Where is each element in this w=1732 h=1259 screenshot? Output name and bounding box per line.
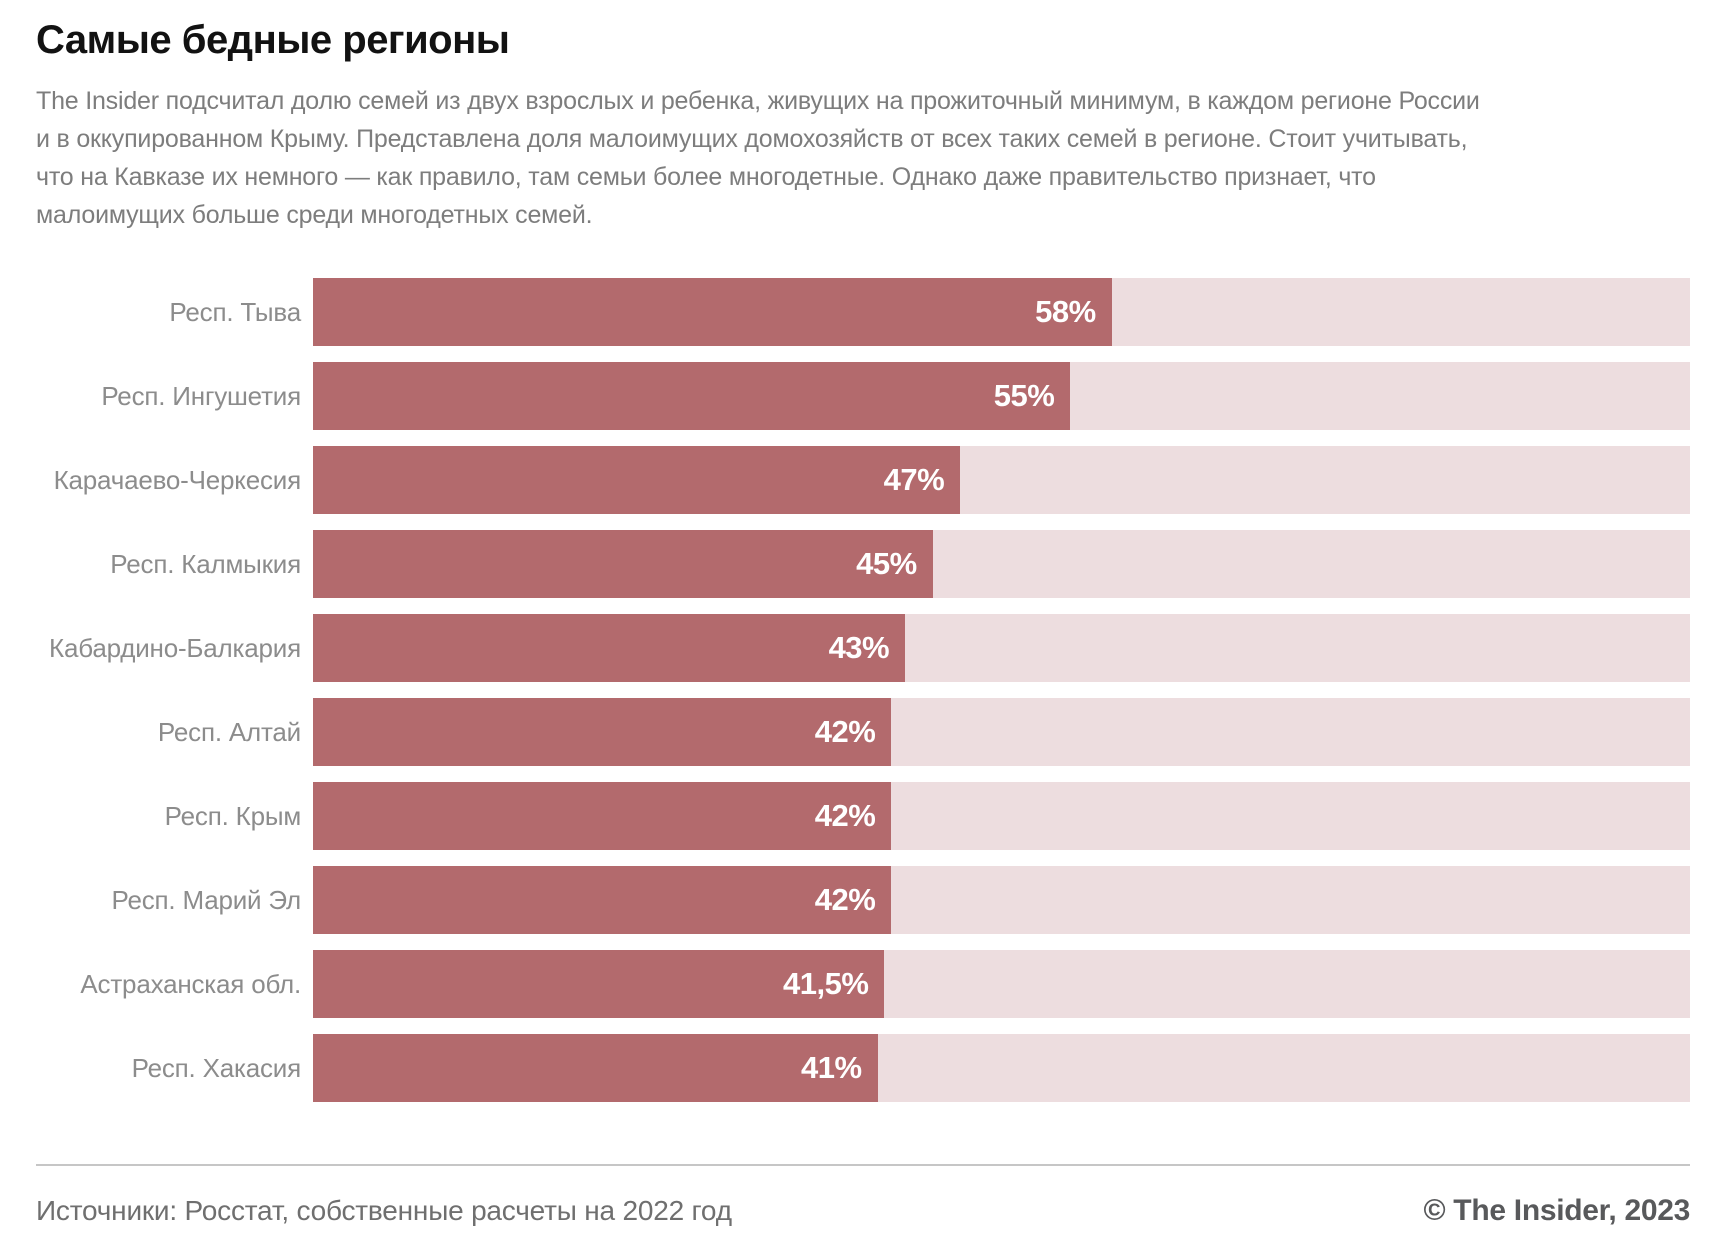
- bar-fill: 42%: [313, 866, 892, 934]
- bar-row: Респ. Ингушетия 55%: [36, 362, 1690, 430]
- bar-row: Кабардино-Балкария 43%: [36, 614, 1690, 682]
- bar-chart: Респ. Тыва 58% Респ. Ингушетия 55% Карачаево…: [36, 278, 1690, 1102]
- value-label: 42%: [814, 714, 876, 749]
- footer: Источники: Росстат, собственные расчеты …: [36, 1194, 1690, 1228]
- bar-fill: 58%: [313, 278, 1112, 346]
- bar-row: Респ. Крым 42%: [36, 782, 1690, 850]
- bar-track: 41,5%: [313, 950, 1690, 1018]
- bar-row: Астраханская обл. 41,5%: [36, 950, 1690, 1018]
- bar-track: 42%: [313, 866, 1690, 934]
- value-label: 55%: [993, 378, 1055, 413]
- bar-row: Респ. Марий Эл 42%: [36, 866, 1690, 934]
- bar-fill: 42%: [313, 698, 892, 766]
- bar-track: 42%: [313, 698, 1690, 766]
- bar-track: 47%: [313, 446, 1690, 514]
- category-label: Респ. Марий Эл: [111, 884, 301, 915]
- subtitle: The Insider подсчитал долю семей из двух…: [36, 82, 1690, 234]
- bar-row: Респ. Тыва 58%: [36, 278, 1690, 346]
- bar-track: 45%: [313, 530, 1690, 598]
- subtitle-line: и в оккупированном Крыму. Представлена д…: [36, 125, 1468, 153]
- bar-row: Респ. Калмыкия 45%: [36, 530, 1690, 598]
- category-label: Респ. Тыва: [169, 296, 301, 327]
- bar-track: 55%: [313, 362, 1690, 430]
- value-label: 41%: [801, 1050, 862, 1085]
- source-note: Источники: Росстат, собственные расчеты …: [36, 1195, 732, 1226]
- divider: [36, 1164, 1690, 1166]
- copyright: © The Insider, 2023: [1423, 1194, 1690, 1227]
- subtitle-line: малоимущих больше среди многодетных семе…: [36, 201, 593, 229]
- category-label: Респ. Крым: [164, 800, 302, 831]
- bar-row: Карачаево-Черкесия 47%: [36, 446, 1690, 514]
- category-label: Кабардино-Балкария: [49, 632, 301, 663]
- category-label: Респ. Калмыкия: [110, 548, 301, 579]
- bar-fill: 41,5%: [313, 950, 885, 1018]
- value-label: 47%: [883, 462, 945, 497]
- subtitle-line: что на Кавказе их немного — как правило,…: [36, 163, 1376, 191]
- category-label: Астраханская обл.: [80, 968, 301, 999]
- bar-track: 42%: [313, 782, 1690, 850]
- bar-track: 41%: [313, 1034, 1690, 1102]
- category-label: Респ. Хакасия: [131, 1052, 302, 1083]
- category-label: Респ. Алтай: [157, 716, 301, 747]
- value-label: 42%: [814, 798, 876, 833]
- bar-fill: 45%: [313, 530, 933, 598]
- bar-row: Респ. Хакасия 41%: [36, 1034, 1690, 1102]
- subtitle-line: The Insider подсчитал долю семей из двух…: [36, 87, 1480, 115]
- category-label: Респ. Ингушетия: [101, 380, 301, 411]
- bar-fill: 55%: [313, 362, 1071, 430]
- bar-fill: 42%: [313, 782, 892, 850]
- bar-fill: 43%: [313, 614, 906, 682]
- bar-track: 43%: [313, 614, 1690, 682]
- category-label: Карачаево-Черкесия: [53, 464, 302, 495]
- bar-row: Респ. Алтай 42%: [36, 698, 1690, 766]
- page-title: Самые бедные регионы: [36, 18, 510, 62]
- bar-track: 58%: [313, 278, 1690, 346]
- bar-fill: 41%: [313, 1034, 878, 1102]
- value-label: 42%: [814, 882, 876, 917]
- value-label: 58%: [1035, 294, 1096, 329]
- value-label: 43%: [828, 630, 890, 665]
- value-label: 41,5%: [783, 966, 869, 1001]
- bar-fill: 47%: [313, 446, 961, 514]
- value-label: 45%: [856, 546, 917, 581]
